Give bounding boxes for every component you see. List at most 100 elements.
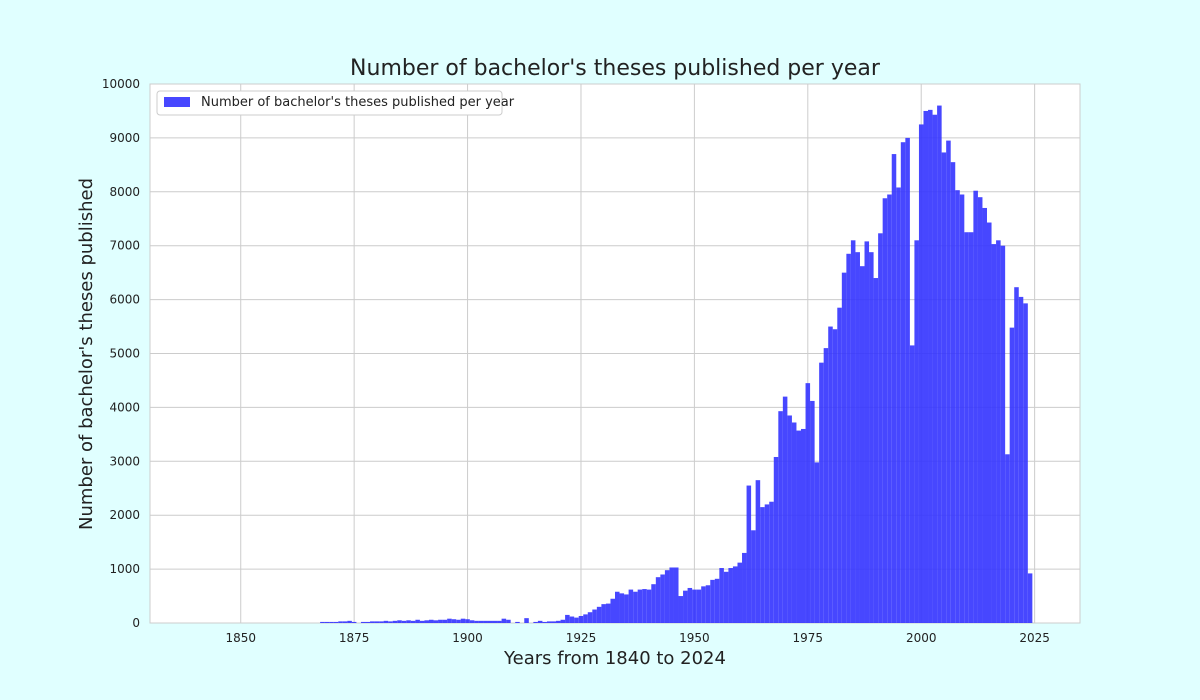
bar	[841, 272, 847, 623]
legend: Number of bachelor's theses published pe…	[156, 90, 515, 116]
bar	[333, 621, 339, 623]
bar	[732, 566, 738, 623]
bar	[1014, 287, 1019, 623]
bar	[687, 587, 693, 623]
bar	[973, 190, 978, 624]
bar	[982, 207, 987, 623]
bar	[565, 614, 570, 623]
bar	[859, 266, 865, 623]
bar	[846, 253, 851, 623]
y-tick-label: 7000	[109, 239, 140, 253]
y-tick-label: 3000	[109, 454, 140, 468]
bar	[987, 222, 992, 623]
bar	[882, 198, 888, 623]
bar	[438, 619, 443, 623]
bar	[533, 621, 538, 623]
y-tick-label: 2000	[109, 508, 140, 522]
bar	[351, 621, 357, 623]
y-tick-label: 5000	[109, 347, 140, 361]
bar	[710, 579, 715, 623]
bar	[542, 621, 547, 623]
bar	[487, 620, 493, 623]
bar	[451, 619, 457, 623]
bar	[642, 589, 647, 623]
bar	[406, 620, 411, 623]
bar	[410, 620, 416, 623]
x-axis-title: Years from 1840 to 2024	[503, 648, 726, 669]
y-tick-label: 0	[132, 616, 140, 630]
bar	[365, 621, 371, 623]
bar	[941, 152, 947, 623]
bar	[429, 619, 434, 623]
x-axis-ticks: 1850 1875 1900 1925 1950 1975 2000 2025	[225, 631, 1049, 645]
y-axis-ticks: 0 1000 2000 3000 4000 5000 6000 7000 8000 9000 100…	[102, 77, 140, 630]
bar	[887, 194, 892, 623]
bar	[388, 621, 393, 623]
chart-title: Number of bachelor's theses published pe…	[350, 56, 881, 81]
bar	[746, 485, 752, 623]
y-axis-title: Number of bachelor's theses published	[76, 178, 97, 530]
legend-label: Number of bachelor's theses published pe…	[201, 95, 515, 110]
bar	[855, 252, 860, 623]
bar	[819, 362, 824, 623]
bar	[959, 194, 965, 623]
bar	[728, 568, 733, 623]
bar	[828, 326, 833, 623]
x-tick-label: 1875	[339, 631, 370, 645]
bar	[928, 109, 933, 623]
bar	[501, 618, 507, 623]
bar	[360, 621, 366, 623]
bar	[760, 507, 765, 623]
x-tick-label: 1975	[793, 631, 824, 645]
x-tick-label: 1850	[225, 631, 256, 645]
y-tick-label: 6000	[109, 293, 140, 307]
bar	[787, 415, 792, 623]
bar	[419, 620, 425, 623]
bar	[651, 584, 656, 623]
bar	[515, 621, 520, 623]
y-tick-label: 9000	[109, 131, 140, 145]
bar	[937, 105, 942, 623]
bar	[506, 619, 511, 623]
bar	[474, 620, 479, 623]
bar	[370, 621, 375, 623]
bar	[805, 383, 811, 623]
bar	[801, 428, 806, 623]
bar	[673, 567, 679, 623]
bar	[1027, 573, 1033, 623]
bar	[619, 593, 625, 623]
bar	[692, 589, 697, 623]
x-tick-label: 2025	[1019, 631, 1050, 645]
bar	[447, 618, 452, 623]
bar	[755, 480, 761, 623]
bar	[742, 552, 747, 623]
bar	[950, 162, 956, 623]
bar	[338, 621, 343, 623]
bar	[556, 620, 561, 623]
bar	[778, 411, 783, 623]
bar	[737, 562, 743, 623]
bar	[569, 616, 575, 623]
bar	[660, 574, 665, 623]
bar	[869, 252, 874, 623]
bar	[900, 142, 906, 623]
bar	[383, 620, 389, 623]
bar	[823, 348, 829, 623]
bar	[551, 621, 557, 623]
bar	[583, 614, 588, 623]
bars	[320, 105, 1033, 624]
x-tick-label: 2000	[906, 631, 937, 645]
bar	[678, 596, 684, 623]
bar	[469, 620, 475, 623]
bar	[374, 621, 380, 623]
bar	[415, 619, 420, 623]
bar	[546, 621, 552, 623]
bar	[497, 620, 502, 623]
y-tick-label: 4000	[109, 400, 140, 414]
bar	[701, 586, 706, 623]
bar	[905, 137, 910, 623]
bar	[633, 591, 638, 623]
bar	[923, 110, 929, 623]
bar	[347, 620, 352, 623]
legend-swatch	[164, 97, 190, 107]
